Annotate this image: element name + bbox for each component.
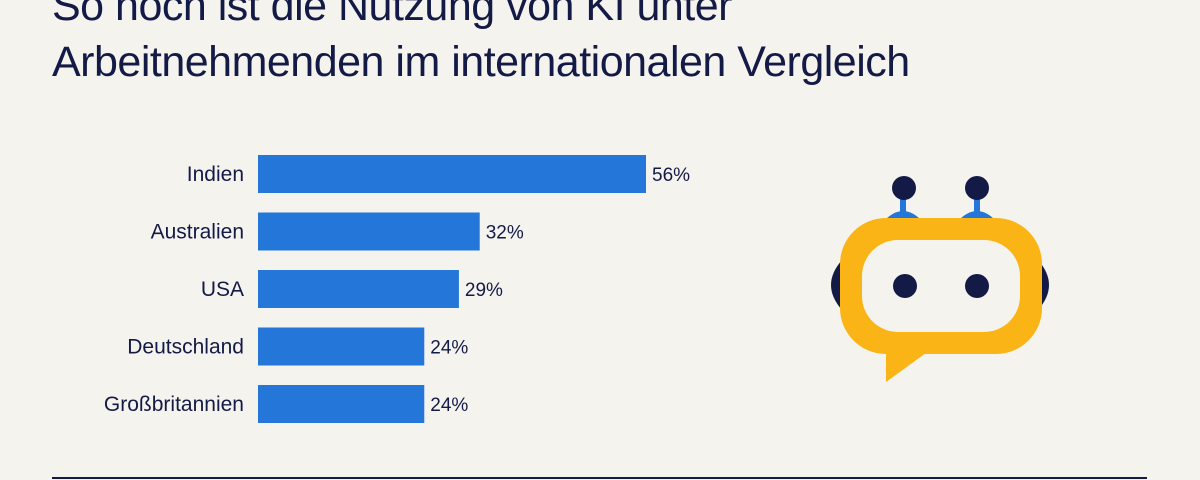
bar (258, 270, 459, 308)
antenna-stem-left (900, 192, 906, 218)
bar (258, 155, 646, 193)
bottom-divider (52, 477, 1147, 479)
category-label: USA (201, 278, 244, 301)
value-label: 56% (652, 165, 690, 186)
value-label: 24% (430, 338, 468, 359)
antenna-ball-left (892, 176, 916, 200)
category-label: Großbritannien (104, 393, 244, 416)
value-label: 32% (486, 223, 524, 244)
antenna-stem-right (974, 192, 980, 218)
title-line-2: Arbeitnehmenden im internationalen Vergl… (52, 38, 910, 86)
category-label: Indien (187, 163, 244, 186)
ear-left (831, 260, 842, 310)
page-title: So hoch ist die Nutzung von KI unter Arb… (52, 0, 1052, 90)
robot-eye-left (893, 274, 917, 298)
category-label: Deutschland (127, 336, 244, 359)
value-label: 24% (430, 395, 468, 416)
category-label: Australien (151, 221, 244, 244)
value-label: 29% (465, 280, 503, 301)
title-line-1: So hoch ist die Nutzung von KI unter (52, 0, 732, 30)
robot-eye-right (965, 274, 989, 298)
bar-chart: Indien 56% Australien 32% USA 29% Deutschland 2… (104, 155, 690, 423)
bar (258, 212, 480, 251)
antenna-ball-right (965, 176, 989, 200)
chatbot-robot-icon (831, 176, 1049, 382)
robot-face-screen (862, 240, 1020, 332)
bar (258, 385, 425, 423)
bar (258, 327, 425, 366)
